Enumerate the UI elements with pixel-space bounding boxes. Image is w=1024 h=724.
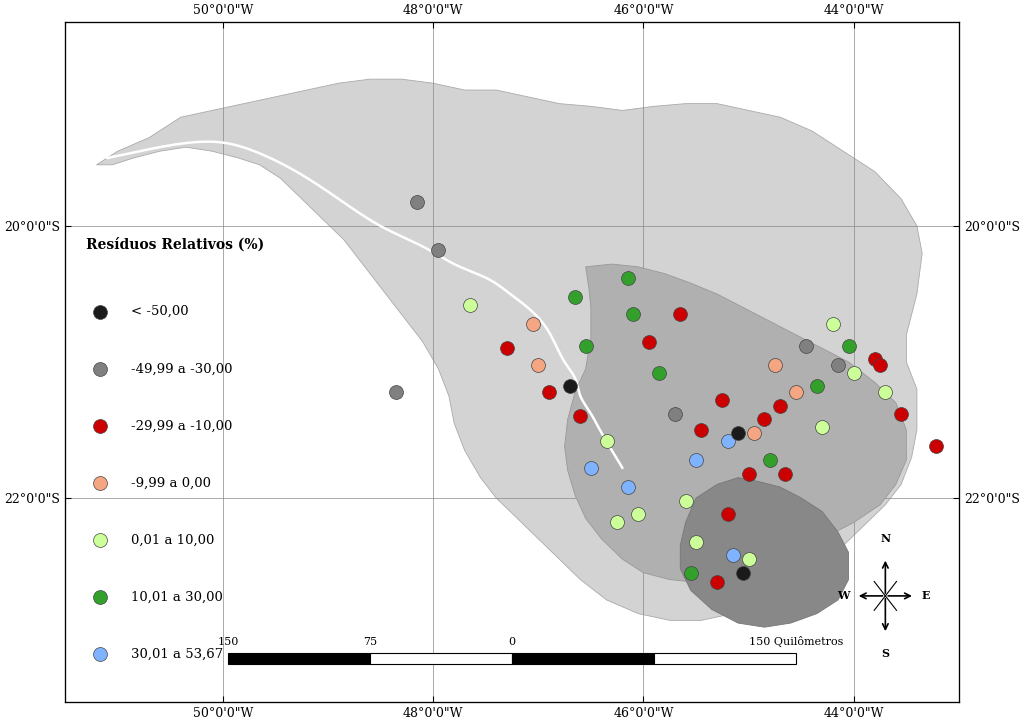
- Bar: [228, 653, 370, 664]
- Point: [846, 367, 862, 379]
- Point: [572, 411, 589, 422]
- Text: S: S: [882, 647, 890, 659]
- Point: [598, 435, 614, 447]
- Text: 0: 0: [509, 637, 515, 647]
- Point: [756, 413, 772, 425]
- Text: < -50,00: < -50,00: [131, 306, 188, 318]
- Point: [777, 468, 794, 479]
- Point: [799, 340, 815, 351]
- Point: [541, 386, 557, 397]
- Point: [410, 195, 426, 207]
- Point: [772, 400, 788, 411]
- Point: [688, 536, 705, 547]
- Point: [641, 336, 657, 348]
- Point: [714, 395, 730, 406]
- Point: [620, 272, 636, 284]
- Point: [525, 318, 542, 329]
- Point: [762, 454, 778, 466]
- Text: Resíduos Relativos (%): Resíduos Relativos (%): [86, 237, 264, 251]
- Point: [893, 408, 909, 419]
- Point: [740, 468, 757, 479]
- Point: [583, 463, 599, 474]
- Point: [720, 508, 736, 520]
- Point: [462, 299, 478, 311]
- Bar: [512, 653, 654, 664]
- Point: [530, 359, 547, 371]
- Point: [91, 592, 108, 603]
- Text: 150: 150: [217, 637, 239, 647]
- Text: 30,01 a 53,67: 30,01 a 53,67: [131, 648, 223, 661]
- Point: [871, 359, 888, 371]
- Point: [91, 477, 108, 489]
- Point: [561, 381, 578, 392]
- Text: N: N: [881, 533, 891, 544]
- Point: [625, 308, 641, 320]
- Point: [91, 420, 108, 432]
- Text: 10,01 a 30,00: 10,01 a 30,00: [131, 591, 223, 604]
- Text: E: E: [922, 590, 930, 602]
- Point: [866, 353, 883, 365]
- Point: [720, 435, 736, 447]
- Point: [829, 359, 846, 371]
- Text: -29,99 a -10,00: -29,99 a -10,00: [131, 419, 232, 432]
- Text: -9,99 a 0,00: -9,99 a 0,00: [131, 476, 211, 489]
- Point: [693, 424, 710, 436]
- Text: W: W: [837, 590, 850, 602]
- Bar: [370, 653, 512, 664]
- Polygon shape: [680, 478, 849, 627]
- Point: [735, 567, 752, 578]
- Point: [499, 342, 515, 354]
- Point: [630, 508, 646, 520]
- Text: -49,99 a -30,00: -49,99 a -30,00: [131, 362, 232, 375]
- Point: [91, 534, 108, 546]
- Point: [609, 517, 626, 529]
- Point: [745, 427, 762, 439]
- Polygon shape: [564, 264, 906, 582]
- Point: [787, 386, 804, 397]
- Point: [688, 454, 705, 466]
- Point: [841, 340, 857, 351]
- Point: [683, 567, 699, 578]
- Point: [677, 495, 693, 507]
- Point: [709, 576, 725, 588]
- Point: [567, 291, 584, 303]
- Point: [672, 308, 688, 320]
- Point: [91, 649, 108, 660]
- Point: [928, 440, 944, 452]
- Point: [809, 381, 825, 392]
- Point: [725, 550, 741, 561]
- Text: 75: 75: [362, 637, 377, 647]
- Point: [767, 359, 783, 371]
- Point: [814, 421, 830, 433]
- Point: [824, 318, 841, 329]
- Text: 0,01 a 10,00: 0,01 a 10,00: [131, 534, 215, 547]
- Polygon shape: [96, 79, 923, 620]
- Point: [878, 386, 894, 397]
- Point: [740, 553, 757, 565]
- Point: [578, 340, 594, 351]
- Point: [620, 481, 636, 493]
- Point: [388, 386, 404, 397]
- Point: [91, 363, 108, 374]
- Point: [651, 367, 668, 379]
- Point: [430, 245, 446, 256]
- Text: 150 Quilômetros: 150 Quilômetros: [749, 636, 843, 647]
- Point: [91, 306, 108, 318]
- Point: [667, 408, 683, 419]
- Point: [730, 427, 746, 439]
- Bar: [654, 653, 796, 664]
